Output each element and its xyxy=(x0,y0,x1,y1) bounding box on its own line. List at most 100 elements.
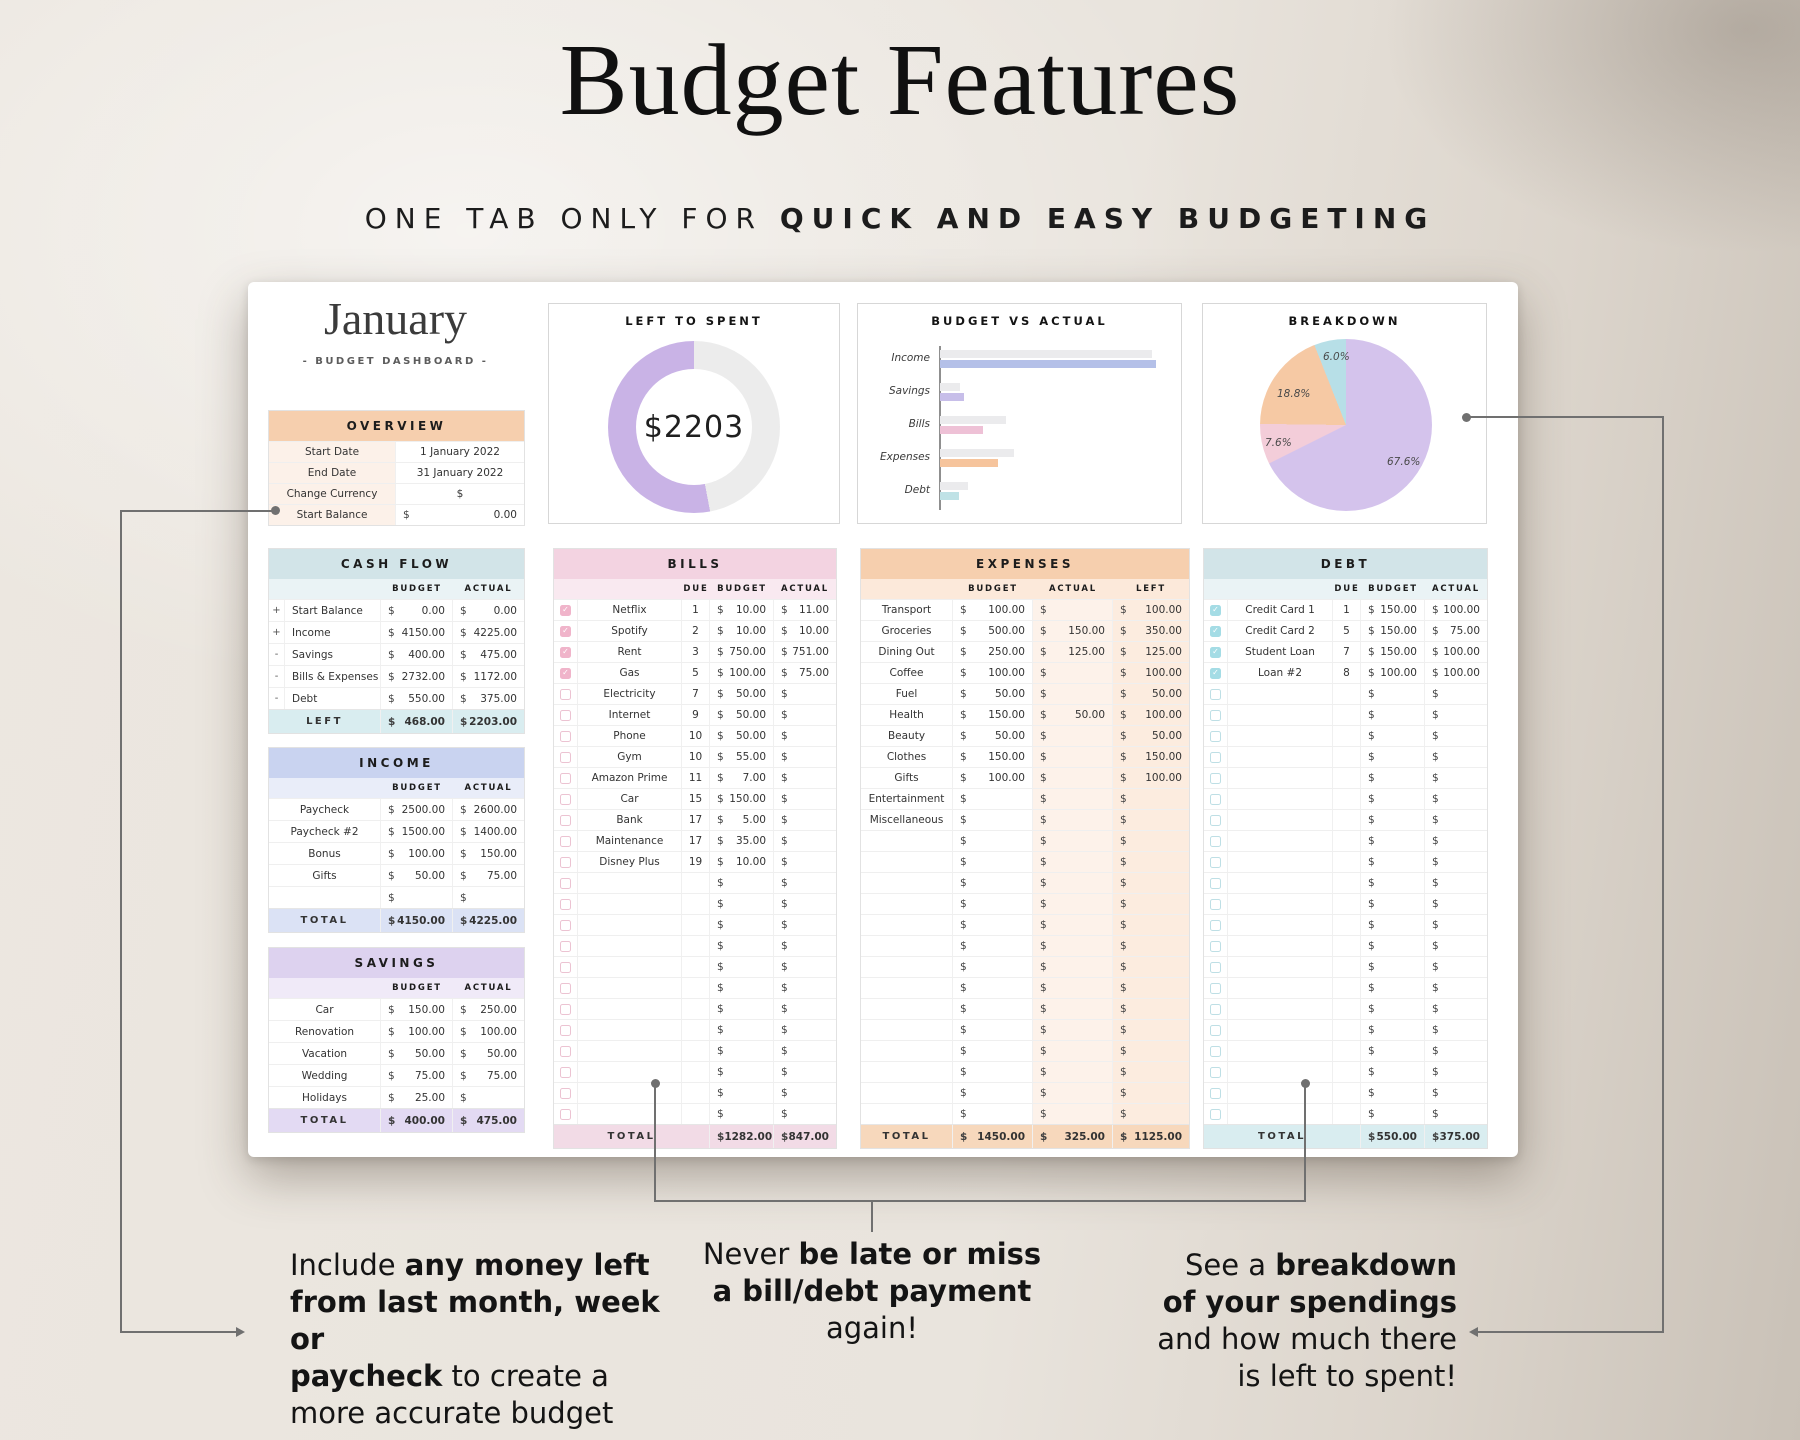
due-cell[interactable]: 15 xyxy=(682,789,710,809)
money-cell[interactable]: $ xyxy=(1361,726,1425,746)
money-cell[interactable]: $75.00 xyxy=(453,865,524,886)
due-cell[interactable] xyxy=(1333,957,1361,977)
money-cell[interactable]: $25.00 xyxy=(381,1087,453,1108)
bill-name-cell[interactable] xyxy=(1228,957,1333,977)
row-label-cell[interactable]: Renovation xyxy=(269,1021,381,1042)
bill-name-cell[interactable]: Amazon Prime xyxy=(578,768,682,788)
expense-name-cell[interactable] xyxy=(861,936,953,956)
money-cell[interactable]: $150.00 xyxy=(953,705,1033,725)
bill-name-cell[interactable]: Bank xyxy=(578,810,682,830)
money-cell[interactable]: $ xyxy=(1425,789,1487,809)
money-cell[interactable]: $2732.00 xyxy=(381,666,453,687)
due-cell[interactable] xyxy=(682,957,710,977)
expense-name-cell[interactable]: Miscellaneous xyxy=(861,810,953,830)
money-cell[interactable]: $100.00 xyxy=(1113,663,1189,683)
expense-name-cell[interactable] xyxy=(861,915,953,935)
due-cell[interactable] xyxy=(682,894,710,914)
money-cell[interactable]: $150.00 xyxy=(1361,621,1425,641)
money-cell[interactable]: $ xyxy=(1113,1083,1189,1103)
money-cell[interactable]: $2600.00 xyxy=(453,799,524,820)
money-cell[interactable]: $ xyxy=(1033,936,1113,956)
money-cell[interactable]: $ xyxy=(774,810,836,830)
due-cell[interactable] xyxy=(682,873,710,893)
due-cell[interactable]: 11 xyxy=(682,768,710,788)
checkbox[interactable] xyxy=(560,772,571,784)
expense-name-cell[interactable]: Dining Out xyxy=(861,642,953,662)
money-cell[interactable]: $ xyxy=(1425,936,1487,956)
checkbox[interactable] xyxy=(1210,1003,1221,1015)
bill-name-cell[interactable] xyxy=(1228,1062,1333,1082)
checkbox[interactable] xyxy=(1210,751,1221,763)
money-cell[interactable]: $ xyxy=(1425,873,1487,893)
money-cell[interactable]: $10.00 xyxy=(710,852,774,872)
money-cell[interactable]: $ xyxy=(1361,1083,1425,1103)
money-cell[interactable]: $ xyxy=(1033,873,1113,893)
money-cell[interactable]: $ xyxy=(1113,936,1189,956)
bill-name-cell[interactable]: Credit Card 2 xyxy=(1228,621,1333,641)
bill-name-cell[interactable] xyxy=(1228,747,1333,767)
money-cell[interactable]: $100.00 xyxy=(1425,663,1487,683)
money-cell[interactable]: $50.00 xyxy=(710,684,774,704)
money-cell[interactable]: $75.00 xyxy=(381,1065,453,1086)
bill-name-cell[interactable] xyxy=(578,1041,682,1061)
row-label-cell[interactable]: Paycheck xyxy=(269,799,381,820)
money-cell[interactable]: $11.00 xyxy=(774,600,836,620)
bill-name-cell[interactable] xyxy=(1228,726,1333,746)
bill-name-cell[interactable] xyxy=(578,999,682,1019)
money-cell[interactable]: $ xyxy=(774,789,836,809)
money-cell[interactable]: $1172.00 xyxy=(453,666,524,687)
money-cell[interactable]: $ xyxy=(710,1062,774,1082)
expense-name-cell[interactable] xyxy=(861,1041,953,1061)
due-cell[interactable]: 10 xyxy=(682,726,710,746)
due-cell[interactable] xyxy=(1333,1062,1361,1082)
money-cell[interactable]: $ xyxy=(774,852,836,872)
checkbox[interactable] xyxy=(1210,709,1221,721)
money-cell[interactable]: $468.00 xyxy=(381,710,453,733)
money-cell[interactable]: $ xyxy=(1113,1062,1189,1082)
money-cell[interactable]: $1282.00 xyxy=(710,1125,774,1148)
bill-name-cell[interactable] xyxy=(578,1083,682,1103)
money-cell[interactable]: $0.00 xyxy=(396,505,524,525)
checkbox[interactable] xyxy=(560,1045,571,1057)
money-cell[interactable]: $ xyxy=(1425,999,1487,1019)
bill-name-cell[interactable] xyxy=(578,915,682,935)
money-cell[interactable]: $ xyxy=(1113,831,1189,851)
money-cell[interactable]: $ xyxy=(953,831,1033,851)
money-cell[interactable]: $ xyxy=(1113,1104,1189,1124)
money-cell[interactable]: $ xyxy=(1033,957,1113,977)
due-cell[interactable] xyxy=(682,1062,710,1082)
due-cell[interactable] xyxy=(1333,747,1361,767)
bill-name-cell[interactable] xyxy=(1228,1020,1333,1040)
checkbox[interactable] xyxy=(1210,856,1221,868)
money-cell[interactable]: $ xyxy=(1033,768,1113,788)
money-cell[interactable]: $ xyxy=(953,915,1033,935)
money-cell[interactable]: $751.00 xyxy=(774,642,836,662)
checkbox[interactable] xyxy=(1210,1024,1221,1036)
money-cell[interactable]: $125.00 xyxy=(1113,642,1189,662)
value-cell[interactable]: 31 January 2022 xyxy=(416,467,504,479)
money-cell[interactable]: $150.00 xyxy=(381,999,453,1020)
checkbox[interactable] xyxy=(560,940,571,952)
money-cell[interactable]: $ xyxy=(1361,684,1425,704)
expense-name-cell[interactable]: Groceries xyxy=(861,621,953,641)
checkbox[interactable] xyxy=(1210,1045,1221,1057)
money-cell[interactable]: $ xyxy=(1033,1062,1113,1082)
expense-name-cell[interactable] xyxy=(861,1020,953,1040)
checkbox[interactable] xyxy=(560,709,571,721)
money-cell[interactable]: $10.00 xyxy=(774,621,836,641)
money-cell[interactable]: $150.00 xyxy=(710,789,774,809)
money-cell[interactable]: $ xyxy=(774,978,836,998)
money-cell[interactable]: $100.00 xyxy=(381,843,453,864)
checkbox[interactable] xyxy=(1210,1108,1221,1120)
money-cell[interactable]: $ xyxy=(1033,1104,1113,1124)
bill-name-cell[interactable]: Gym xyxy=(578,747,682,767)
money-cell[interactable]: $100.00 xyxy=(953,600,1033,620)
money-cell[interactable]: $50.00 xyxy=(953,684,1033,704)
bill-name-cell[interactable] xyxy=(1228,1041,1333,1061)
money-cell[interactable]: $ xyxy=(1113,915,1189,935)
money-cell[interactable]: $50.00 xyxy=(1113,726,1189,746)
expense-name-cell[interactable] xyxy=(861,1083,953,1103)
due-cell[interactable]: 2 xyxy=(682,621,710,641)
checkbox[interactable] xyxy=(1210,730,1221,742)
bill-name-cell[interactable] xyxy=(1228,978,1333,998)
